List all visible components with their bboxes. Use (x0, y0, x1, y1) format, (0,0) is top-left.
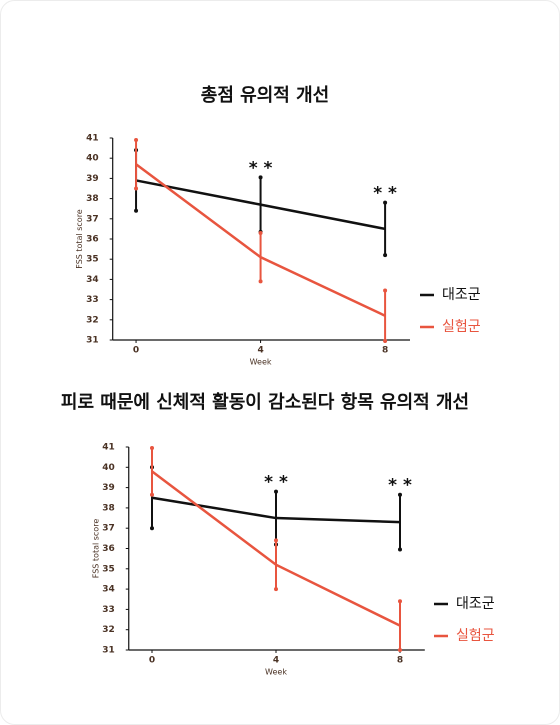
y-tick-label: 38 (86, 194, 99, 204)
x-tick-label: 8 (382, 346, 388, 356)
y-axis-label: FSS total score (91, 519, 100, 579)
error-cap (258, 230, 263, 235)
y-tick-label: 37 (86, 214, 99, 224)
y-tick-label: 41 (102, 443, 115, 453)
error-cap (398, 492, 402, 497)
significance-mark: * * (373, 184, 397, 204)
error-cap (274, 489, 278, 494)
error-cap (274, 587, 278, 592)
y-tick-label: 32 (86, 315, 99, 325)
y-tick-label: 33 (86, 295, 99, 305)
error-cap (383, 200, 388, 205)
x-tick-label: 0 (133, 346, 139, 356)
x-tick-label: 0 (149, 656, 155, 666)
y-tick-label: 35 (102, 564, 115, 574)
error-cap (398, 599, 402, 604)
y-tick-label: 31 (102, 646, 115, 656)
y-tick-label: 40 (86, 154, 99, 164)
error-cap (398, 648, 402, 652)
y-tick-label: 33 (102, 605, 115, 615)
x-tick-label: 4 (257, 346, 263, 356)
legend-label: 대조군 (456, 596, 495, 612)
error-cap (383, 253, 388, 258)
error-cap (258, 175, 263, 180)
y-axis-label: FSS total score (75, 209, 84, 269)
error-cap (383, 288, 388, 293)
error-cap (383, 339, 388, 344)
y-tick-label: 32 (102, 625, 115, 635)
x-axis-label: Week (265, 668, 287, 677)
error-cap (150, 492, 154, 497)
x-tick-label: 8 (397, 656, 403, 666)
y-tick-label: 39 (86, 174, 99, 184)
error-cap (134, 208, 139, 213)
y-tick-label: 40 (102, 463, 115, 473)
significance-mark: * * (249, 158, 273, 178)
chart-title: 총점 유의적 개선 (201, 85, 329, 106)
y-tick-label: 37 (102, 524, 115, 534)
error-cap (274, 538, 278, 543)
y-tick-label: 39 (102, 483, 115, 493)
significance-mark: * * (264, 473, 288, 493)
legend-label: 대조군 (442, 287, 481, 303)
y-tick-label: 36 (86, 235, 99, 245)
significance-mark: * * (388, 476, 412, 496)
error-cap (134, 186, 139, 191)
legend-label: 실험군 (442, 319, 481, 335)
y-tick-label: 38 (102, 503, 115, 513)
error-cap (150, 526, 154, 531)
legend-label: 실험군 (456, 628, 495, 644)
y-tick-label: 34 (102, 585, 115, 595)
error-cap (150, 446, 154, 451)
x-tick-label: 4 (273, 656, 279, 666)
x-axis-label: Week (250, 358, 272, 367)
y-tick-label: 41 (86, 134, 99, 144)
y-tick-label: 35 (86, 255, 99, 265)
y-tick-label: 31 (86, 336, 99, 346)
chart-title: 피로 때문에 신체적 활동이 감소된다 항목 유의적 개선 (61, 392, 469, 413)
error-cap (258, 279, 263, 284)
error-cap (134, 138, 139, 143)
error-cap (398, 547, 402, 552)
y-tick-label: 34 (86, 275, 99, 285)
y-tick-label: 36 (102, 544, 115, 554)
